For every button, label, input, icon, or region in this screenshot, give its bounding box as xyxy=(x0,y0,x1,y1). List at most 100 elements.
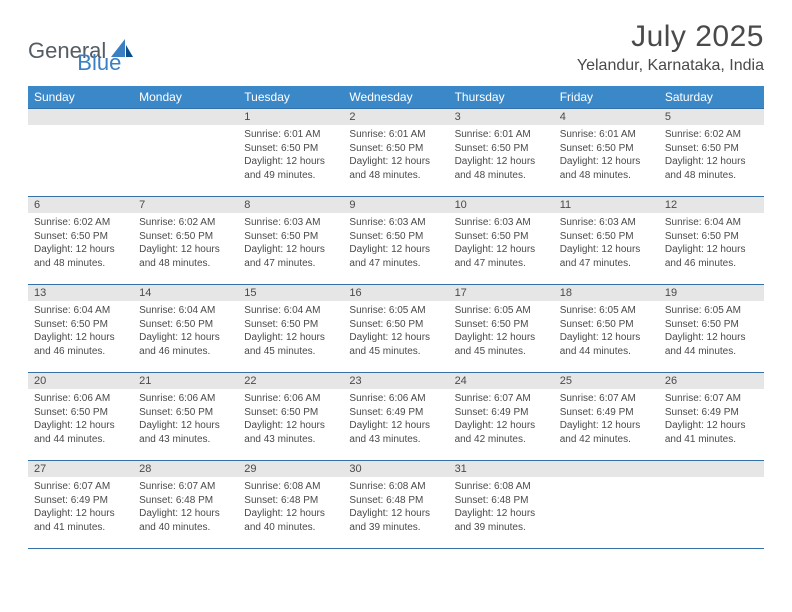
day-number-empty xyxy=(133,109,238,125)
calendar-day-cell: 24Sunrise: 6:07 AMSunset: 6:49 PMDayligh… xyxy=(449,373,554,461)
day-number: 22 xyxy=(238,373,343,389)
day-content: Sunrise: 6:05 AMSunset: 6:50 PMDaylight:… xyxy=(554,301,659,361)
day-content: Sunrise: 6:06 AMSunset: 6:50 PMDaylight:… xyxy=(28,389,133,449)
day-content: Sunrise: 6:04 AMSunset: 6:50 PMDaylight:… xyxy=(238,301,343,361)
day-number: 11 xyxy=(554,197,659,213)
day-content: Sunrise: 6:08 AMSunset: 6:48 PMDaylight:… xyxy=(238,477,343,537)
day-content: Sunrise: 6:03 AMSunset: 6:50 PMDaylight:… xyxy=(343,213,448,273)
day-content: Sunrise: 6:06 AMSunset: 6:50 PMDaylight:… xyxy=(238,389,343,449)
calendar-week-row: 20Sunrise: 6:06 AMSunset: 6:50 PMDayligh… xyxy=(28,373,764,461)
day-content: Sunrise: 6:02 AMSunset: 6:50 PMDaylight:… xyxy=(659,125,764,185)
calendar-day-cell: 19Sunrise: 6:05 AMSunset: 6:50 PMDayligh… xyxy=(659,285,764,373)
day-number: 29 xyxy=(238,461,343,477)
calendar-day-cell: 8Sunrise: 6:03 AMSunset: 6:50 PMDaylight… xyxy=(238,197,343,285)
day-number: 14 xyxy=(133,285,238,301)
day-number: 31 xyxy=(449,461,554,477)
day-content: Sunrise: 6:02 AMSunset: 6:50 PMDaylight:… xyxy=(28,213,133,273)
day-number: 19 xyxy=(659,285,764,301)
day-number: 28 xyxy=(133,461,238,477)
calendar-head: SundayMondayTuesdayWednesdayThursdayFrid… xyxy=(28,86,764,109)
calendar-day-cell: 16Sunrise: 6:05 AMSunset: 6:50 PMDayligh… xyxy=(343,285,448,373)
location-text: Yelandur, Karnataka, India xyxy=(577,57,764,75)
day-content: Sunrise: 6:05 AMSunset: 6:50 PMDaylight:… xyxy=(659,301,764,361)
day-content: Sunrise: 6:01 AMSunset: 6:50 PMDaylight:… xyxy=(343,125,448,185)
weekday-header: Friday xyxy=(554,86,659,109)
calendar-day-cell: 30Sunrise: 6:08 AMSunset: 6:48 PMDayligh… xyxy=(343,461,448,549)
calendar-day-cell: 26Sunrise: 6:07 AMSunset: 6:49 PMDayligh… xyxy=(659,373,764,461)
day-content: Sunrise: 6:08 AMSunset: 6:48 PMDaylight:… xyxy=(449,477,554,537)
calendar-day-cell xyxy=(554,461,659,549)
calendar-day-cell: 12Sunrise: 6:04 AMSunset: 6:50 PMDayligh… xyxy=(659,197,764,285)
day-content: Sunrise: 6:01 AMSunset: 6:50 PMDaylight:… xyxy=(449,125,554,185)
day-content: Sunrise: 6:04 AMSunset: 6:50 PMDaylight:… xyxy=(133,301,238,361)
weekday-header: Thursday xyxy=(449,86,554,109)
calendar-day-cell xyxy=(659,461,764,549)
day-number-empty xyxy=(659,461,764,477)
day-number: 2 xyxy=(343,109,448,125)
day-number: 13 xyxy=(28,285,133,301)
calendar-day-cell: 1Sunrise: 6:01 AMSunset: 6:50 PMDaylight… xyxy=(238,109,343,197)
day-number: 24 xyxy=(449,373,554,389)
calendar-day-cell: 17Sunrise: 6:05 AMSunset: 6:50 PMDayligh… xyxy=(449,285,554,373)
title-block: July 2025 Yelandur, Karnataka, India xyxy=(577,20,764,75)
calendar-day-cell: 21Sunrise: 6:06 AMSunset: 6:50 PMDayligh… xyxy=(133,373,238,461)
calendar-day-cell: 28Sunrise: 6:07 AMSunset: 6:48 PMDayligh… xyxy=(133,461,238,549)
day-number: 20 xyxy=(28,373,133,389)
page-container: General Blue July 2025 Yelandur, Karnata… xyxy=(0,0,792,569)
day-number: 21 xyxy=(133,373,238,389)
day-content: Sunrise: 6:05 AMSunset: 6:50 PMDaylight:… xyxy=(343,301,448,361)
month-title: July 2025 xyxy=(577,20,764,54)
day-number: 12 xyxy=(659,197,764,213)
day-content: Sunrise: 6:07 AMSunset: 6:49 PMDaylight:… xyxy=(659,389,764,449)
calendar-day-cell: 18Sunrise: 6:05 AMSunset: 6:50 PMDayligh… xyxy=(554,285,659,373)
day-content: Sunrise: 6:07 AMSunset: 6:49 PMDaylight:… xyxy=(449,389,554,449)
day-content: Sunrise: 6:07 AMSunset: 6:49 PMDaylight:… xyxy=(28,477,133,537)
calendar-day-cell: 31Sunrise: 6:08 AMSunset: 6:48 PMDayligh… xyxy=(449,461,554,549)
calendar-week-row: 6Sunrise: 6:02 AMSunset: 6:50 PMDaylight… xyxy=(28,197,764,285)
day-number: 25 xyxy=(554,373,659,389)
day-content: Sunrise: 6:06 AMSunset: 6:50 PMDaylight:… xyxy=(133,389,238,449)
day-number: 15 xyxy=(238,285,343,301)
day-content: Sunrise: 6:08 AMSunset: 6:48 PMDaylight:… xyxy=(343,477,448,537)
day-number: 3 xyxy=(449,109,554,125)
day-content: Sunrise: 6:02 AMSunset: 6:50 PMDaylight:… xyxy=(133,213,238,273)
weekday-header: Sunday xyxy=(28,86,133,109)
day-number-empty xyxy=(554,461,659,477)
day-content: Sunrise: 6:06 AMSunset: 6:49 PMDaylight:… xyxy=(343,389,448,449)
day-number: 5 xyxy=(659,109,764,125)
calendar-day-cell xyxy=(28,109,133,197)
calendar-day-cell: 14Sunrise: 6:04 AMSunset: 6:50 PMDayligh… xyxy=(133,285,238,373)
day-number: 26 xyxy=(659,373,764,389)
calendar-day-cell: 13Sunrise: 6:04 AMSunset: 6:50 PMDayligh… xyxy=(28,285,133,373)
calendar-day-cell: 22Sunrise: 6:06 AMSunset: 6:50 PMDayligh… xyxy=(238,373,343,461)
calendar-day-cell: 9Sunrise: 6:03 AMSunset: 6:50 PMDaylight… xyxy=(343,197,448,285)
day-content: Sunrise: 6:04 AMSunset: 6:50 PMDaylight:… xyxy=(28,301,133,361)
day-number: 7 xyxy=(133,197,238,213)
day-number: 30 xyxy=(343,461,448,477)
header-row: General Blue July 2025 Yelandur, Karnata… xyxy=(28,20,764,76)
day-content: Sunrise: 6:05 AMSunset: 6:50 PMDaylight:… xyxy=(449,301,554,361)
day-number: 9 xyxy=(343,197,448,213)
calendar-body: 1Sunrise: 6:01 AMSunset: 6:50 PMDaylight… xyxy=(28,109,764,549)
calendar-week-row: 27Sunrise: 6:07 AMSunset: 6:49 PMDayligh… xyxy=(28,461,764,549)
day-content: Sunrise: 6:03 AMSunset: 6:50 PMDaylight:… xyxy=(449,213,554,273)
logo-text-blue: Blue xyxy=(77,50,121,76)
weekday-header: Wednesday xyxy=(343,86,448,109)
calendar-day-cell: 6Sunrise: 6:02 AMSunset: 6:50 PMDaylight… xyxy=(28,197,133,285)
calendar-week-row: 13Sunrise: 6:04 AMSunset: 6:50 PMDayligh… xyxy=(28,285,764,373)
day-number-empty xyxy=(28,109,133,125)
day-number: 4 xyxy=(554,109,659,125)
calendar-day-cell: 3Sunrise: 6:01 AMSunset: 6:50 PMDaylight… xyxy=(449,109,554,197)
calendar-day-cell: 29Sunrise: 6:08 AMSunset: 6:48 PMDayligh… xyxy=(238,461,343,549)
logo: General Blue xyxy=(28,26,121,76)
day-content: Sunrise: 6:07 AMSunset: 6:49 PMDaylight:… xyxy=(554,389,659,449)
calendar-day-cell: 5Sunrise: 6:02 AMSunset: 6:50 PMDaylight… xyxy=(659,109,764,197)
day-number: 10 xyxy=(449,197,554,213)
calendar-day-cell: 11Sunrise: 6:03 AMSunset: 6:50 PMDayligh… xyxy=(554,197,659,285)
day-content: Sunrise: 6:03 AMSunset: 6:50 PMDaylight:… xyxy=(238,213,343,273)
day-number: 16 xyxy=(343,285,448,301)
day-number: 23 xyxy=(343,373,448,389)
calendar-day-cell: 10Sunrise: 6:03 AMSunset: 6:50 PMDayligh… xyxy=(449,197,554,285)
day-content: Sunrise: 6:01 AMSunset: 6:50 PMDaylight:… xyxy=(554,125,659,185)
calendar-day-cell: 15Sunrise: 6:04 AMSunset: 6:50 PMDayligh… xyxy=(238,285,343,373)
